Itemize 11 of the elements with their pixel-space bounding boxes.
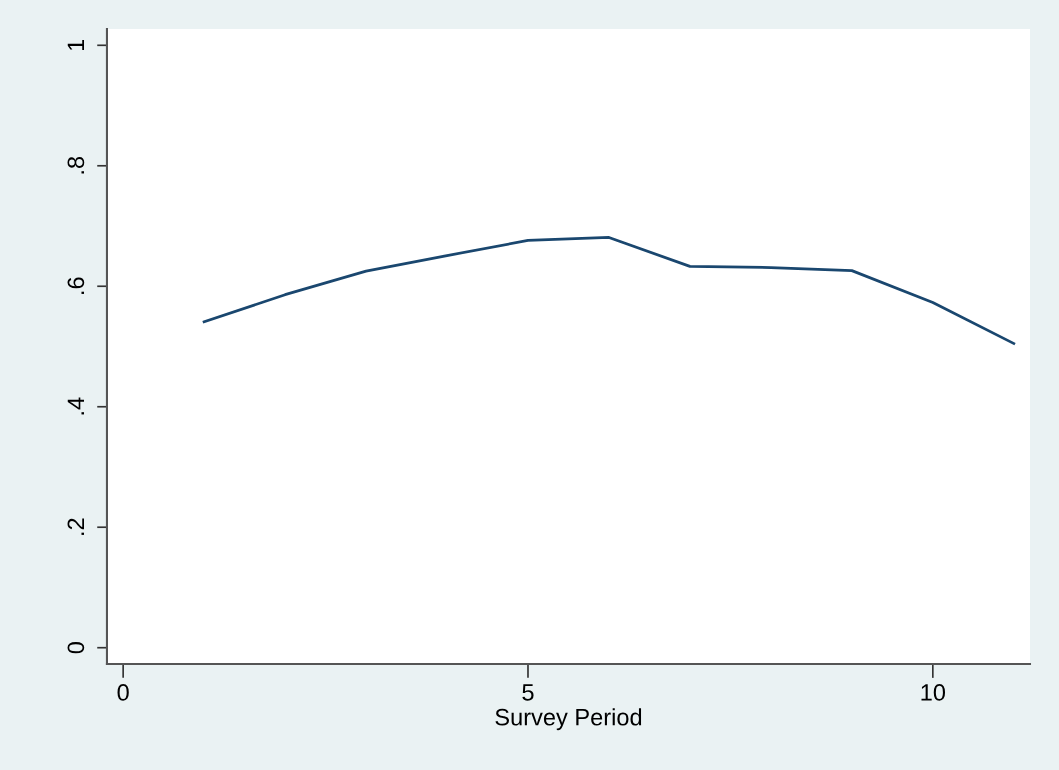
line-series [202, 236, 1016, 345]
y-tick-label: .6 [67, 277, 85, 294]
y-tick-label: .4 [67, 397, 84, 415]
y-tick-label: .2 [67, 518, 84, 535]
x-axis-title: Survey Period [495, 708, 642, 731]
x-tick-label: 0 [117, 684, 129, 701]
x-tick-label: 10 [921, 684, 946, 701]
y-tick-label: 0 [67, 642, 85, 654]
y-tick-label: 1 [67, 39, 84, 51]
y-tick-label: .8 [67, 156, 85, 174]
x-tick-label: 5 [522, 684, 534, 701]
